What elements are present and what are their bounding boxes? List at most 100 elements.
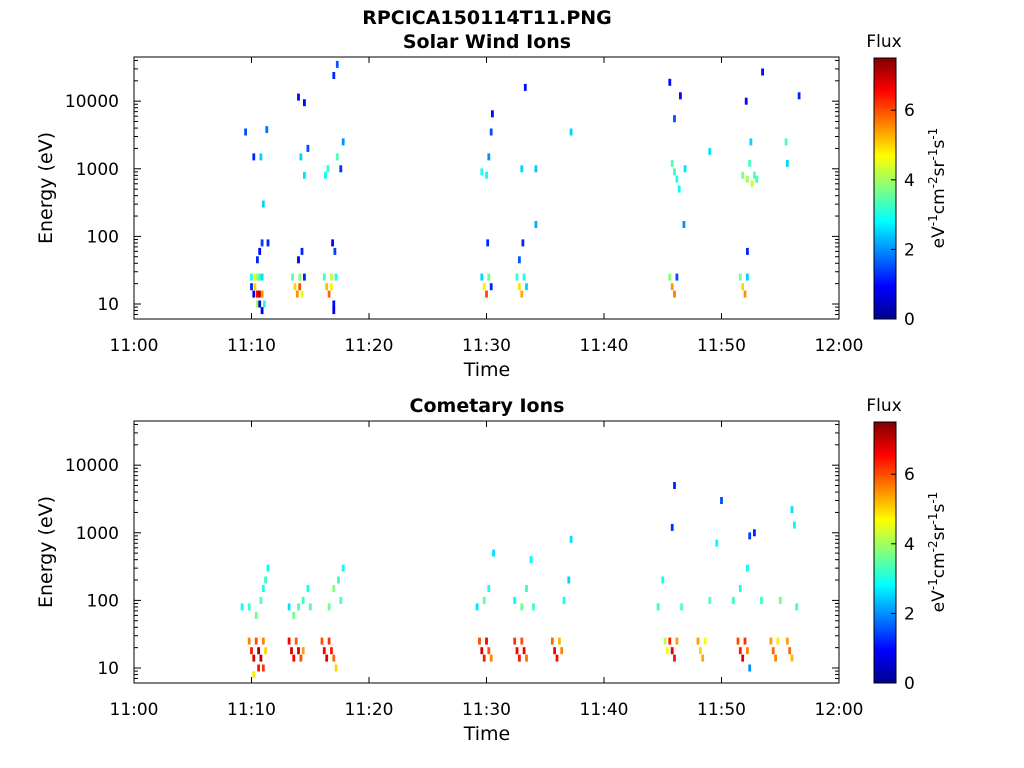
heatmap-cell <box>327 290 331 298</box>
colorbar-unit: eV-1cm-2sr-1s-1 <box>926 492 949 613</box>
heatmap-cell <box>703 637 707 645</box>
heatmap-cell <box>332 654 336 662</box>
colorbar-tick-label: 6 <box>904 101 915 121</box>
heatmap-cell <box>776 637 780 645</box>
heatmap-cell <box>784 138 788 146</box>
heatmap-cell <box>260 239 264 247</box>
heatmap-cell <box>292 654 296 662</box>
heatmap-cell <box>675 273 679 281</box>
y-axis-ticks: 10 100 1000 10000 <box>65 423 839 684</box>
x-tick-label: 12:00 <box>815 700 864 720</box>
heatmap-cell <box>478 637 481 645</box>
heatmap-cell <box>748 532 752 540</box>
heatmap-cell <box>254 637 258 645</box>
heatmap-cell <box>675 637 679 645</box>
heatmap-cell <box>265 126 269 134</box>
heatmap-cell <box>699 647 702 655</box>
heatmap-cell <box>523 83 527 91</box>
heatmap-cell <box>731 596 735 604</box>
heatmap-cell <box>522 273 526 281</box>
heatmap-cell <box>515 647 519 655</box>
heatmap-cell <box>291 273 294 281</box>
heatmap-cell <box>769 637 773 645</box>
heatmap-cell <box>482 596 486 604</box>
heatmap-cell <box>569 535 573 543</box>
x-tick-label: 11:50 <box>697 336 746 356</box>
heatmap-cell <box>749 138 753 146</box>
heatmap-cell <box>339 596 343 604</box>
heatmap-cells <box>244 60 801 315</box>
heatmap-cell <box>487 153 491 161</box>
colorbar-tick-label: 2 <box>904 240 915 260</box>
heatmap-cell <box>341 138 345 146</box>
heatmap-cell <box>489 128 493 136</box>
heatmap-cell <box>708 596 712 604</box>
cometary-panel: Cometary Ions 11:00 11:10 11:20 11:30 11:40 1… <box>35 395 949 745</box>
heatmap-cell <box>744 97 748 105</box>
heatmap-cell <box>518 283 521 291</box>
figure-title: RPCICA150114T11.PNG <box>362 7 612 29</box>
heatmap-cell <box>746 273 749 281</box>
heatmap-cell <box>257 647 260 655</box>
colorbar-tick-label: 4 <box>904 535 915 555</box>
heatmap-cell <box>673 482 676 489</box>
heatmap-cell <box>475 603 479 611</box>
heatmap-cell <box>306 144 310 152</box>
heatmap-cell <box>701 654 705 662</box>
heatmap-cell <box>320 637 324 645</box>
heatmap-cell <box>480 273 484 281</box>
heatmap-cell <box>327 637 331 645</box>
colorbar-ticks: 0 2 4 6 <box>891 101 915 330</box>
heatmap-cell <box>257 664 260 672</box>
y-tick-label: 1000 <box>76 160 119 180</box>
heatmap-cell <box>330 647 333 655</box>
x-tick-label: 11:30 <box>462 700 511 720</box>
heatmap-cell <box>337 576 340 584</box>
y-tick-label: 10000 <box>65 456 119 476</box>
heatmap-cell <box>753 529 756 537</box>
heatmap-cell <box>260 307 264 315</box>
heatmap-cell <box>748 159 752 167</box>
colorbar-tick-label: 2 <box>904 604 915 624</box>
y-tick-label: 100 <box>87 227 119 247</box>
heatmap-cell <box>553 647 556 655</box>
heatmap-cell <box>261 200 265 208</box>
x-tick-label: 11:00 <box>110 700 159 720</box>
heatmap-cell <box>569 128 573 136</box>
colorbar <box>873 421 897 684</box>
heatmap-cell <box>256 300 259 308</box>
heatmap-cell <box>670 283 674 291</box>
heatmap-cell <box>668 637 672 645</box>
colorbar-tick-label: 0 <box>904 674 915 694</box>
heatmap-cell <box>306 585 310 592</box>
heatmap-cell <box>259 654 263 662</box>
heatmap-cell <box>297 256 300 264</box>
heatmap-cell <box>247 603 251 611</box>
heatmap-cell <box>297 93 300 101</box>
heatmap-cell <box>250 283 253 291</box>
heatmap-cell <box>260 273 264 281</box>
heatmap-cell <box>298 283 302 291</box>
heatmap-cell <box>293 283 297 291</box>
heatmap-cell <box>287 637 291 645</box>
heatmap-cell <box>708 148 712 155</box>
heatmap-cell <box>746 564 749 572</box>
heatmap-cell <box>486 239 490 247</box>
x-tick-label: 11:10 <box>227 700 276 720</box>
heatmap-cell <box>325 283 329 291</box>
heatmap-cell <box>525 654 528 662</box>
heatmap-cell <box>326 165 330 173</box>
heatmap-cell <box>258 273 262 281</box>
heatmap-cell <box>785 637 789 645</box>
heatmap-cell <box>259 596 263 604</box>
heatmap-cell <box>487 273 491 281</box>
heatmap-cell <box>534 165 538 173</box>
heatmap-cell <box>334 664 338 672</box>
heatmap-cell <box>753 171 756 179</box>
heatmap-cell <box>261 585 265 592</box>
heatmap-cell <box>330 273 333 281</box>
heatmap-cell <box>261 637 265 645</box>
heatmap-cell <box>252 654 256 662</box>
heatmap-cell <box>252 290 256 298</box>
heatmap-cell <box>677 185 681 193</box>
